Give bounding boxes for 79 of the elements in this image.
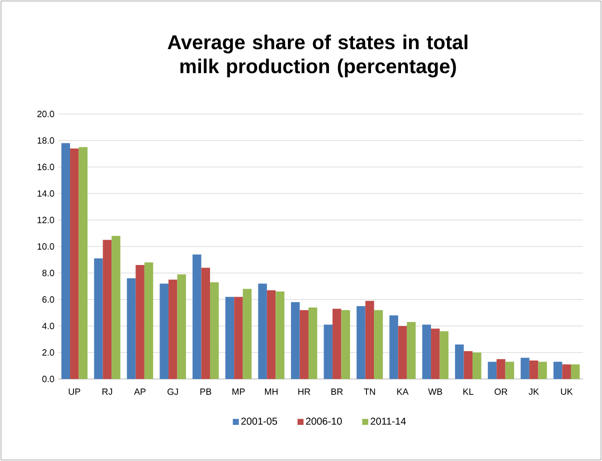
bar [234, 296, 243, 379]
bar [430, 328, 440, 379]
bar [102, 240, 112, 379]
bar [562, 364, 571, 379]
bar [553, 362, 562, 379]
bar [505, 362, 514, 379]
legend-label: 2011-14 [370, 418, 406, 425]
bar [356, 306, 366, 379]
bar [538, 362, 547, 379]
bar [192, 254, 202, 379]
x-tick-label: BR [331, 388, 343, 395]
y-tick-label: 20.0 [37, 110, 54, 118]
legend-label: 2001-05 [241, 418, 278, 425]
x-tick-label: AP [134, 388, 146, 395]
bar [488, 362, 497, 379]
bar [94, 258, 103, 379]
x-tick-label: KA [397, 388, 409, 395]
bar [61, 143, 70, 379]
bar [126, 278, 136, 379]
bar [324, 324, 333, 379]
bar [300, 310, 308, 379]
bar [496, 359, 506, 379]
bar [529, 360, 538, 379]
bar [225, 296, 234, 379]
bar [201, 268, 210, 379]
x-tick-label: TN [364, 388, 375, 395]
bar [112, 236, 120, 379]
y-tick-label: 12.0 [38, 216, 54, 224]
x-tick-label: HR [298, 388, 310, 395]
bar [168, 280, 178, 379]
bar [276, 292, 284, 379]
bar [160, 284, 168, 379]
y-tick-label: 0.0 [42, 376, 54, 382]
bar [341, 310, 350, 379]
bar [210, 282, 219, 379]
y-tick-label: 4.0 [42, 322, 54, 330]
x-tick-label: UP [68, 388, 80, 395]
bar [464, 351, 473, 379]
bar [266, 290, 276, 379]
bar [440, 331, 448, 379]
x-tick-label: JK [528, 388, 539, 395]
x-tick-label: UK [561, 388, 573, 395]
x-tick-label: RJ [102, 388, 112, 395]
bar [177, 274, 186, 379]
bar [70, 148, 79, 379]
bar [472, 352, 482, 379]
y-tick-label: 6.0 [42, 296, 54, 303]
bar [290, 302, 300, 379]
chart-title: Average share of states in total milk production (percentage) [168, 34, 468, 78]
y-tick-label: 2.0 [42, 349, 54, 356]
bar [422, 324, 431, 379]
y-tick-label: 16.0 [38, 164, 54, 170]
x-tick-label: OR [494, 388, 508, 395]
bar [570, 364, 580, 379]
y-tick-label: 18.0 [38, 137, 54, 144]
bar [258, 284, 267, 379]
bar [406, 322, 416, 379]
bar [78, 147, 88, 379]
x-tick-label: PB [200, 388, 212, 395]
bar [389, 315, 398, 379]
x-tick-label: WB [428, 388, 442, 395]
x-tick-label: MH [265, 388, 278, 395]
bar [242, 288, 252, 379]
bar [374, 310, 383, 379]
bar [308, 307, 318, 379]
bar [455, 344, 464, 379]
bar [332, 308, 342, 379]
legend-label: 2006-10 [306, 418, 342, 425]
y-tick-label: 14.0 [38, 190, 54, 197]
y-tick-label: 8.0 [42, 270, 54, 276]
bar [520, 358, 530, 379]
x-tick-label: KL [463, 388, 474, 395]
x-tick-label: GJ [168, 388, 178, 395]
bar [365, 300, 374, 379]
bar [136, 265, 144, 379]
y-tick-label: 10.0 [38, 243, 54, 250]
x-tick-label: MP [232, 388, 245, 395]
bar [144, 262, 154, 379]
bar [398, 326, 407, 379]
